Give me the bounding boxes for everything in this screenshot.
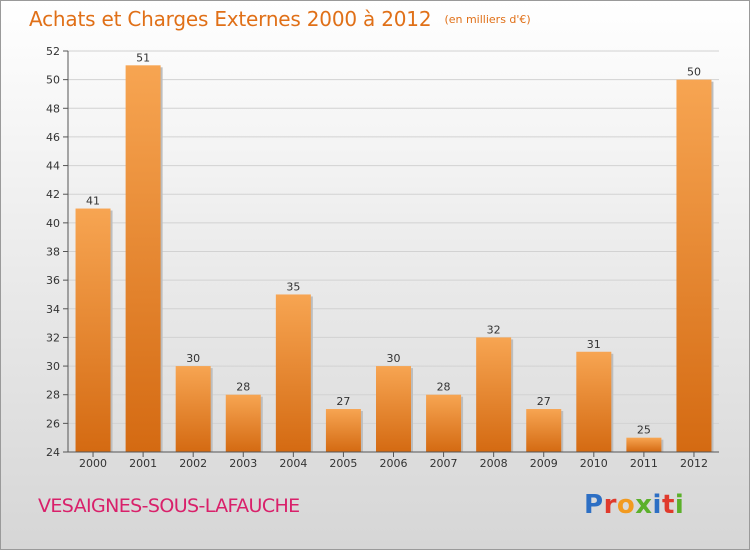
- bar-2002: [175, 366, 211, 452]
- x-tick-label: 2011: [630, 457, 658, 470]
- bar-2010: [576, 351, 612, 452]
- x-tick-label: 2001: [129, 457, 157, 470]
- bar-value-label: 35: [286, 280, 300, 293]
- bar-value-label: 32: [487, 323, 501, 336]
- bar-2012: [676, 79, 712, 453]
- x-tick-label: 2003: [229, 457, 257, 470]
- chart-subtitle: (en milliers d'€): [444, 13, 531, 26]
- bar-value-label: 41: [86, 195, 100, 208]
- bar-value-label: 28: [437, 381, 451, 394]
- bar-2004: [275, 294, 311, 452]
- x-tick-label: 2002: [179, 457, 207, 470]
- bar-value-label: 31: [587, 338, 601, 351]
- y-tick-label: 46: [46, 131, 60, 144]
- logo-letter: P: [584, 490, 604, 520]
- bar-value-label: 30: [387, 352, 401, 365]
- y-tick-label: 36: [46, 274, 60, 287]
- y-tick-label: 28: [46, 389, 60, 402]
- y-tick-label: 50: [46, 74, 60, 87]
- y-tick-label: 44: [46, 160, 60, 173]
- x-tick-label: 2006: [380, 457, 408, 470]
- bar-2009: [526, 409, 562, 452]
- bar-value-label: 50: [687, 66, 701, 79]
- x-tick-label: 2007: [430, 457, 458, 470]
- y-tick-label: 40: [46, 217, 60, 230]
- proxiti-logo: Proxiti: [584, 490, 684, 520]
- bar-2011: [626, 437, 662, 452]
- axis-layer: 24 26 28 30 32 34 36 38 40 42 44 46 48 50 52 2000 2001 20…: [46, 45, 719, 470]
- y-tick-label: 52: [46, 45, 60, 58]
- bar-2001: [125, 65, 161, 453]
- bars-layer: 41 51 30 28 35 27 30 28 32 27 31 25 50: [75, 51, 714, 453]
- y-tick-label: 26: [46, 417, 60, 430]
- bar-value-label: 51: [136, 51, 150, 64]
- chart-title: Achats et Charges Externes 2000 à 2012: [29, 7, 432, 31]
- bar-value-label: 27: [336, 395, 350, 408]
- y-tick-label: 48: [46, 102, 60, 115]
- bar-2008: [476, 337, 512, 452]
- bar-2005: [325, 409, 361, 452]
- x-tick-label: 2004: [279, 457, 307, 470]
- logo-letter: r: [603, 490, 617, 520]
- title-row: Achats et Charges Externes 2000 à 2012 (…: [29, 7, 531, 31]
- y-tick-label: 24: [46, 446, 60, 459]
- y-tick-label: 30: [46, 360, 60, 373]
- bar-2003: [225, 394, 261, 452]
- bar-2000: [75, 208, 111, 452]
- bar-value-label: 30: [186, 352, 200, 365]
- y-tick-label: 32: [46, 331, 60, 344]
- logo-letter: x: [635, 490, 653, 520]
- x-tick-label: 2010: [580, 457, 608, 470]
- logo-letter: i: [652, 490, 662, 520]
- y-tick-label: 38: [46, 246, 60, 259]
- x-tick-label: 2012: [680, 457, 708, 470]
- logo-letter: t: [661, 490, 675, 520]
- x-tick-label: 2009: [530, 457, 558, 470]
- bar-2006: [376, 366, 411, 452]
- bar-2007: [426, 394, 462, 452]
- x-tick-label: 2008: [480, 457, 508, 470]
- logo-letter: i: [674, 490, 685, 520]
- bar-value-label: 28: [236, 381, 250, 394]
- bar-value-label: 25: [637, 424, 651, 437]
- x-tick-label: 2000: [79, 457, 107, 470]
- y-tick-label: 34: [46, 303, 60, 316]
- town-name: VESAIGNES-SOUS-LAFAUCHE: [38, 495, 300, 517]
- logo-letter: o: [616, 490, 636, 520]
- y-tick-label: 42: [46, 188, 60, 201]
- bar-value-label: 27: [537, 395, 551, 408]
- x-tick-label: 2005: [329, 457, 357, 470]
